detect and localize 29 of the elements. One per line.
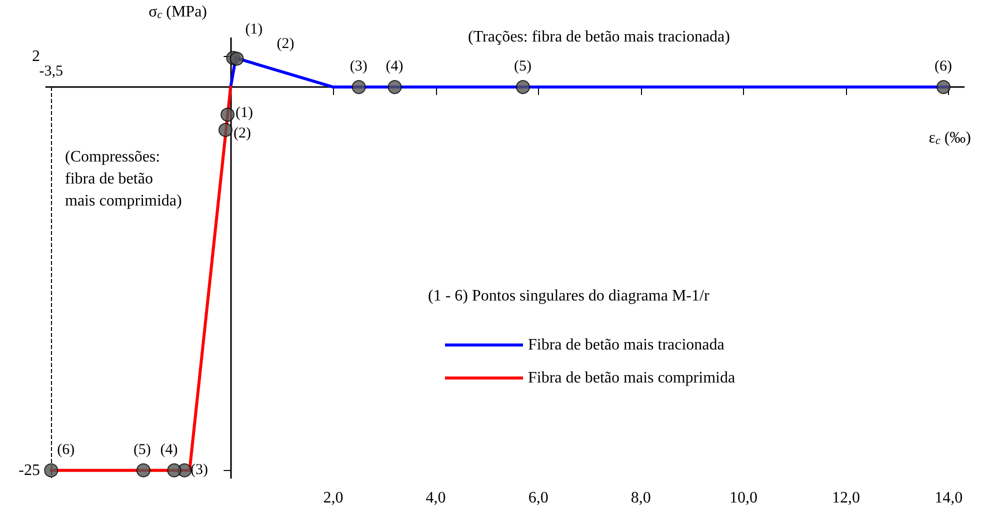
x-axis-title: εc (‰)	[928, 130, 971, 147]
x-tick-label: 12,0	[832, 490, 860, 506]
annotation: (Compressões: fibra de betão mais comprimida)	[65, 148, 182, 210]
annotation: (Trações: fibra de betão mais tracionada)	[468, 28, 730, 46]
annotation: (5)	[514, 58, 532, 75]
annotation: (6)	[934, 58, 952, 75]
x-tick-label: 4,0	[426, 490, 446, 506]
x-tick-label: 6,0	[528, 490, 548, 506]
y-axis-title: σc (MPa)	[148, 4, 208, 21]
legend-label: Fibra de betão mais tracionada	[528, 336, 724, 354]
annotation: (3)	[350, 58, 368, 75]
x-tick-label: 2,0	[323, 490, 344, 506]
annotation: (2)	[233, 125, 251, 142]
annotation: (1)	[245, 21, 263, 38]
annotation: (3)	[190, 462, 208, 478]
annotation: (4)	[386, 58, 404, 75]
annotation: (4)	[160, 442, 178, 458]
annotation: (5)	[133, 442, 151, 458]
ref-line-label: -3,5	[39, 64, 64, 80]
annotation: (1 - 6) Pontos singulares do diagrama M-1/r	[428, 288, 710, 304]
legend-label: Fibra de betão mais comprimida	[528, 370, 736, 386]
x-tick-label: 10,0	[729, 490, 758, 506]
annotation: (1)	[236, 105, 254, 122]
y-tick-label: -25	[18, 462, 40, 479]
x-tick-label: 14,0	[934, 490, 963, 506]
annotation: (6)	[57, 442, 75, 458]
x-tick-label: 8,0	[630, 490, 651, 506]
annotation: (2)	[276, 36, 294, 52]
y-tick-label: 2	[32, 48, 40, 65]
